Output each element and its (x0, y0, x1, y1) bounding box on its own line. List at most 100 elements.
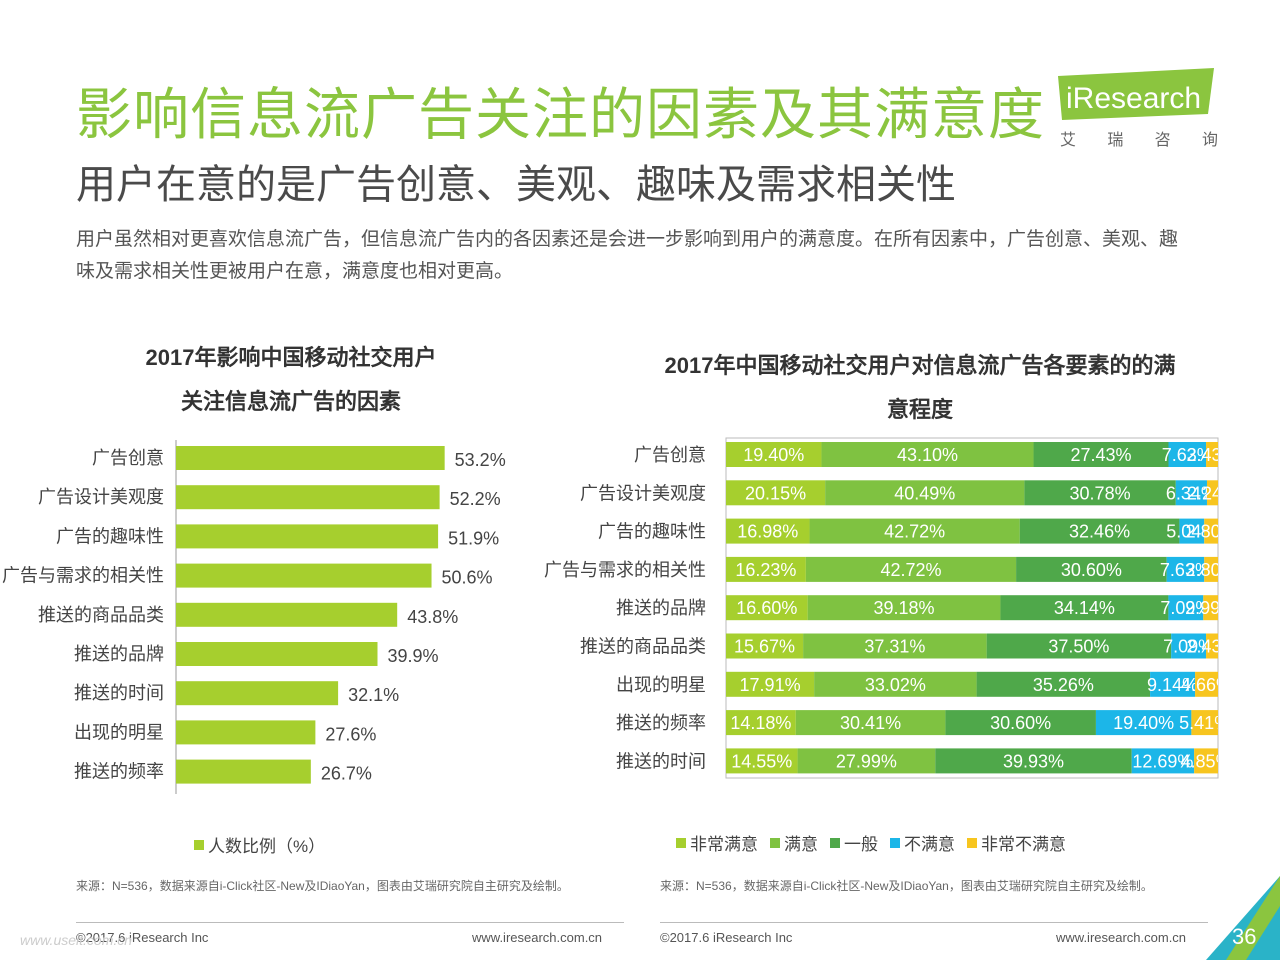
value-label: 32.1% (348, 685, 399, 705)
chart1-title: 2017年影响中国移动社交用户 关注信息流广告的因素 (145, 345, 437, 414)
bar-segment (1175, 480, 1207, 506)
segment-label: 30.60% (1061, 560, 1122, 580)
segment-label: 33.02% (865, 675, 926, 695)
iresearch-logo: iResearch 艾 瑞 咨 询 (1058, 68, 1218, 150)
bar-segment (1131, 748, 1195, 774)
bar (176, 642, 378, 666)
bar (176, 524, 439, 549)
chart2-title: 2017年中国移动社交用户对信息流广告各要素的的满 意程度 (664, 353, 1176, 422)
footer-divider (76, 922, 624, 923)
segment-label: 30.41% (840, 713, 901, 733)
segment-label: 7.09% (1163, 637, 1214, 657)
legend-item: 不满意 (890, 830, 955, 855)
bar-segment (1171, 633, 1207, 659)
bar-segment (1000, 595, 1169, 621)
segment-label: 17.91% (740, 675, 801, 695)
category-label: 广告的趣味性 (56, 526, 164, 546)
page-subtitle: 用户在意的是广告创意、美观、趣味及需求相关性 (76, 163, 956, 207)
category-label: 广告创意 (92, 448, 164, 468)
footer-copyright: ©2017.6 iResearch Inc (660, 930, 793, 945)
bar-segment (726, 442, 822, 467)
bar-segment (726, 633, 804, 659)
page-corner-decoration (1206, 876, 1280, 960)
category-label: 广告设计美观度 (580, 483, 706, 503)
value-label: 52.2% (450, 489, 501, 509)
bar (176, 759, 311, 784)
segment-label: 6.34% (1166, 483, 1217, 503)
legend-swatch (676, 837, 686, 848)
bar-segment (814, 671, 977, 697)
category-label: 推送的时间 (616, 751, 706, 771)
bar-segment (1150, 671, 1196, 697)
segment-label: 39.93% (1003, 751, 1064, 771)
segment-label: 30.78% (1070, 483, 1131, 503)
bar-segment (797, 748, 936, 774)
segment-label: 7.63% (1160, 560, 1211, 580)
value-label: 51.9% (448, 528, 499, 548)
logo-cn-text: 艾 瑞 咨 询 (1060, 132, 1218, 149)
bar-segment (807, 595, 1001, 621)
bar-segment (1195, 671, 1218, 697)
bar (176, 563, 432, 588)
legend-label: 一般 (844, 835, 878, 854)
segment-label: 2.80% (1186, 522, 1230, 542)
bar-segment (1204, 556, 1218, 582)
legend-item: 一般 (830, 830, 878, 855)
segment-label: 35.26% (1033, 675, 1094, 695)
footer-url: www.iresearch.com.cn (472, 930, 603, 945)
segment-label: 27.99% (836, 751, 897, 771)
legend-swatch (967, 837, 977, 848)
plot-area: 19.40%43.10%27.43%7.63%2.43%20.15%40.49%… (726, 442, 1230, 774)
segment-label: 30.60% (990, 713, 1051, 733)
segment-label: 7.09% (1160, 598, 1211, 618)
bar-segment (986, 633, 1172, 659)
category-label: 推送的时间 (74, 683, 164, 703)
chart2-source: 来源：N=536，数据来源自i-Click社区-New及IDiaoYan，图表由… (660, 879, 1153, 893)
category-label: 广告设计美观度 (38, 487, 164, 507)
footer-url: www.iresearch.com.cn (1056, 930, 1187, 945)
bar-segment (795, 710, 946, 736)
bar-segment (1168, 595, 1204, 621)
bar-segment (1194, 748, 1218, 774)
bar-segment (1024, 480, 1176, 506)
segment-label: 2.43% (1186, 637, 1230, 657)
legend-swatch (194, 839, 204, 850)
page-description: 用户虽然相对更喜欢信息流广告，但信息流广告内的各因素还是会进一步影响到用户的满意… (76, 229, 1179, 282)
bar-segment (825, 480, 1025, 506)
segment-label: 2.24% (1187, 483, 1230, 503)
bar-segment (805, 556, 1017, 582)
segment-label: 27.43% (1070, 445, 1131, 465)
category-label: 出现的明星 (616, 675, 706, 695)
segment-label: 15.67% (734, 637, 795, 657)
bar (176, 485, 440, 510)
legend-swatch (890, 837, 900, 848)
segment-label: 19.40% (743, 445, 804, 465)
bar-segment (1016, 556, 1167, 582)
legend-swatch (830, 837, 840, 848)
legend-item: 满意 (770, 830, 818, 855)
bar-segment (726, 710, 796, 736)
bar-segment (1168, 442, 1207, 467)
segment-label: 39.18% (874, 598, 935, 618)
chart1-source: 来源：N=536，数据来源自i-Click社区-New及IDiaoYan，图表由… (76, 879, 569, 893)
bar-segment (1019, 518, 1180, 544)
category-label: 推送的品牌 (74, 644, 164, 664)
legend-label: 不满意 (904, 835, 955, 854)
watermark: www.useit.com.cn (20, 932, 133, 948)
bar-segment (821, 442, 1034, 467)
category-label: 推送的频率 (74, 762, 164, 782)
segment-label: 14.55% (731, 751, 792, 771)
logo-text: iResearch (1066, 82, 1201, 115)
bar-segment (1204, 518, 1218, 544)
legend-swatch (770, 837, 780, 848)
segment-label: 43.10% (897, 445, 958, 465)
bar-segment (726, 748, 798, 774)
segment-label: 40.49% (894, 483, 955, 503)
category-label: 推送的商品品类 (38, 605, 164, 625)
segment-label: 2.99% (1185, 598, 1230, 618)
segment-label: 37.31% (864, 637, 925, 657)
value-label: 26.7% (321, 764, 372, 784)
value-label: 53.2% (455, 450, 506, 470)
segment-label: 34.14% (1054, 598, 1115, 618)
segment-label: 16.98% (737, 522, 798, 542)
